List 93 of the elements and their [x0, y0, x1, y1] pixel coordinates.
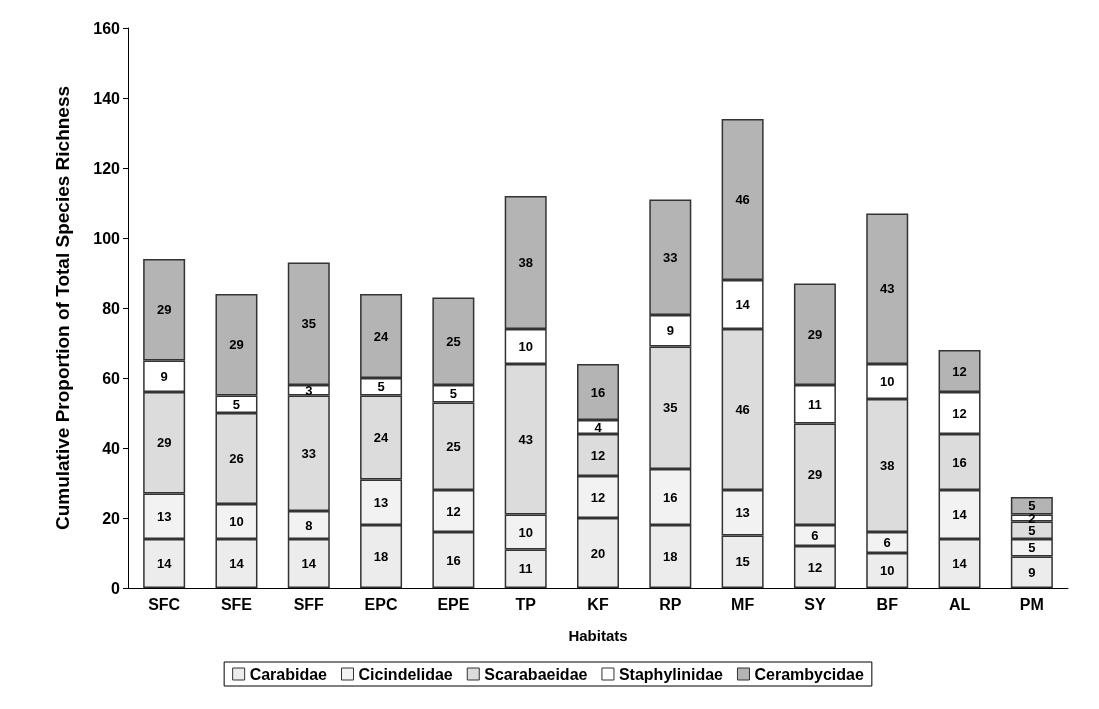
data-label: 33 [663, 249, 678, 265]
data-label: 29 [156, 435, 172, 451]
data-label: 18 [373, 549, 389, 564]
y-tick-label: 80 [102, 299, 121, 317]
data-label: 24 [373, 430, 390, 445]
data-label: 16 [663, 489, 678, 505]
data-label: 5 [1028, 540, 1036, 556]
data-label: 43 [518, 431, 533, 447]
x-tick-label: BF [876, 595, 899, 613]
data-label: 29 [229, 337, 244, 353]
data-label: 5 [1028, 522, 1036, 538]
legend-label: Cicindelidae [358, 665, 453, 683]
data-label: 26 [229, 451, 244, 466]
data-label: 13 [373, 494, 389, 510]
data-label: 16 [590, 384, 606, 400]
data-label: 29 [807, 466, 823, 482]
data-label: 5 [449, 386, 457, 402]
x-tick-label: AL [948, 595, 971, 613]
data-label: 14 [229, 556, 245, 571]
data-label: 9 [666, 323, 674, 339]
data-label: 14 [952, 556, 968, 571]
data-label: 12 [807, 559, 823, 575]
data-label: 3 [305, 382, 313, 398]
data-label: 14 [952, 507, 968, 522]
y-tick-label: 0 [111, 579, 121, 597]
data-label: 46 [735, 402, 750, 417]
data-label: 38 [518, 255, 533, 270]
legend-label: Staphylinidae [618, 665, 724, 683]
data-label: 9 [1028, 564, 1036, 580]
x-tick-label: EPC [364, 595, 398, 613]
data-label: 12 [952, 363, 967, 379]
data-label: 5 [1028, 498, 1036, 514]
data-label: 14 [735, 297, 751, 312]
data-label: 13 [156, 508, 172, 524]
data-label: 5 [232, 396, 241, 412]
x-tick-label: SFF [293, 595, 325, 613]
data-label: 29 [807, 326, 823, 342]
data-label: 10 [518, 524, 533, 540]
x-tick-label: PM [1019, 595, 1044, 613]
x-tick-label: EPE [437, 595, 470, 613]
data-label: 8 [305, 517, 313, 533]
data-label: 20 [590, 545, 606, 561]
y-tick-label: 160 [93, 19, 121, 37]
data-label: 29 [156, 302, 172, 318]
data-label: 13 [735, 505, 750, 521]
x-tick-label: RP [659, 595, 682, 613]
data-label: 15 [735, 554, 750, 570]
data-label: 38 [880, 458, 895, 473]
y-tick-label: 100 [93, 229, 121, 247]
y-axis-title: Cumulative Proportion of Total Species Richness [51, 85, 73, 531]
data-label: 16 [446, 552, 461, 568]
data-label: 18 [663, 549, 678, 564]
x-axis-title: Habitats [568, 627, 628, 644]
data-label: 6 [811, 528, 819, 543]
x-tick-label: SFE [220, 595, 253, 613]
data-label: 16 [952, 454, 967, 470]
data-label: 43 [880, 281, 895, 297]
data-label: 11 [808, 396, 822, 412]
data-label: 10 [880, 563, 895, 578]
data-label: 12 [446, 503, 461, 519]
data-label: 10 [880, 374, 895, 389]
data-label: 46 [735, 192, 750, 207]
legend-label: Carabidae [249, 665, 328, 683]
y-tick-label: 140 [93, 89, 121, 107]
y-tick-label: 120 [93, 159, 121, 177]
data-label: 12 [590, 447, 606, 463]
legend-label: Scarabaeidae [484, 665, 588, 683]
legend-label: Cerambycidae [754, 665, 864, 683]
data-label: 14 [301, 556, 317, 571]
data-label: 33 [301, 445, 316, 461]
data-label: 14 [156, 556, 173, 571]
data-label: 9 [160, 368, 168, 384]
x-tick-label: KF [587, 595, 609, 613]
data-label: 11 [518, 561, 533, 577]
data-label: 25 [446, 438, 461, 454]
x-tick-label: MF [731, 595, 755, 613]
data-label: 6 [883, 535, 891, 550]
data-label: 10 [229, 514, 244, 529]
data-label: 5 [377, 379, 385, 395]
data-label: 35 [663, 400, 678, 416]
x-tick-label: SY [804, 595, 826, 613]
data-label: 35 [301, 316, 316, 332]
data-label: 25 [446, 333, 461, 349]
x-tick-label: SFC [148, 595, 181, 613]
y-tick-label: 60 [102, 369, 121, 387]
data-label: 4 [594, 419, 603, 435]
y-tick-label: 40 [102, 439, 121, 457]
data-label: 12 [590, 489, 606, 505]
data-label: 24 [373, 328, 390, 344]
y-tick-label: 20 [102, 509, 121, 527]
data-label: 10 [518, 339, 533, 354]
x-tick-label: TP [515, 595, 537, 613]
data-label: 12 [952, 405, 967, 421]
